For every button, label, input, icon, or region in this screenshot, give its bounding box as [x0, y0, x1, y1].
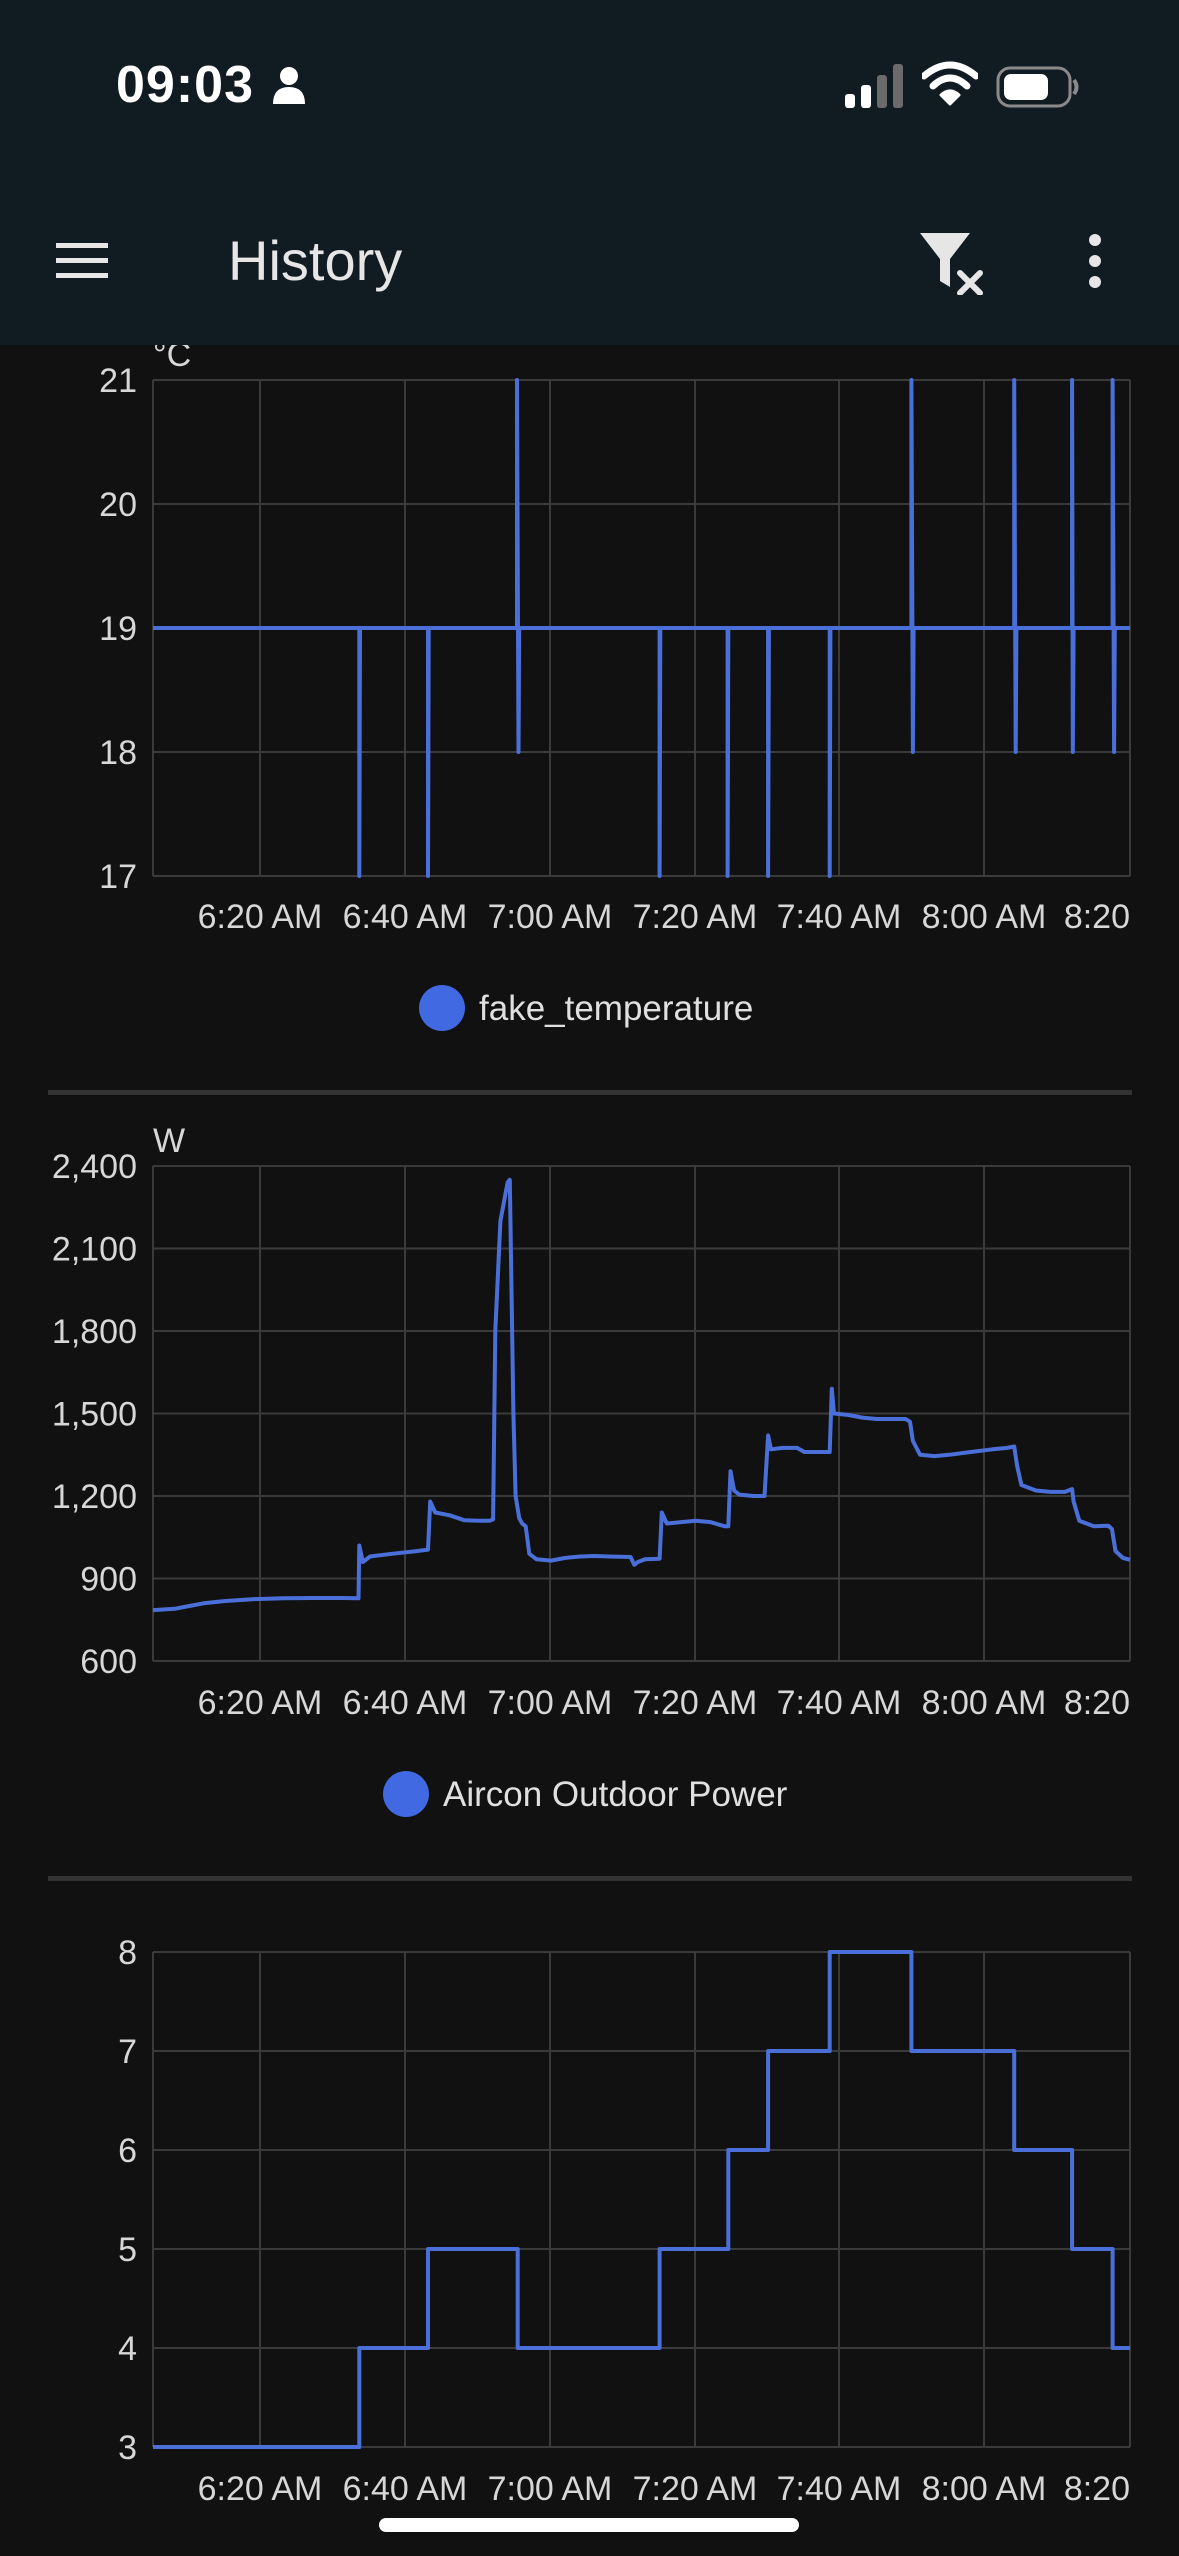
- series-line: [153, 378, 1130, 878]
- series-line: [153, 1950, 1130, 2449]
- x-tick-label: 6:20 AM: [198, 1684, 323, 1722]
- x-tick-label: 6:20 AM: [198, 2470, 323, 2508]
- y-tick-label: 5: [118, 2231, 137, 2269]
- app-header: 09:03 History: [0, 0, 1179, 345]
- more-vert-icon[interactable]: [1083, 233, 1107, 289]
- x-tick-label: 8:00 AM: [922, 1684, 1047, 1722]
- x-tick-label: 7:00 AM: [488, 1684, 613, 1722]
- hamburger-menu-icon[interactable]: [52, 240, 112, 282]
- status-time: 09:03: [116, 56, 254, 114]
- legend-dot: [383, 1771, 429, 1817]
- y-tick-label: 19: [99, 610, 137, 648]
- x-tick-label: 7:40 AM: [777, 2470, 902, 2508]
- x-tick-label: 8:20: [1064, 1684, 1130, 1722]
- x-tick-label: 6:20 AM: [198, 898, 323, 936]
- clear-filter-icon[interactable]: [918, 231, 988, 295]
- y-tick-label: 6: [118, 2132, 137, 2170]
- x-tick-label: 8:00 AM: [922, 898, 1047, 936]
- y-tick-label: 600: [80, 1643, 137, 1681]
- x-tick-label: 7:40 AM: [777, 898, 902, 936]
- battery-icon: [996, 66, 1079, 108]
- x-tick-label: 6:40 AM: [343, 1684, 468, 1722]
- x-tick-label: 7:00 AM: [488, 2470, 613, 2508]
- cellular-signal-icon: [845, 64, 903, 108]
- y-tick-label: 4: [118, 2330, 137, 2368]
- y-tick-label: 17: [99, 858, 137, 896]
- person-icon: [273, 67, 305, 104]
- chart-divider: [48, 1090, 1132, 1095]
- x-tick-label: 7:20 AM: [633, 2470, 758, 2508]
- temperature-chart: 17 18 19 20 21 6:20 AM 6:40 AM 7:00 AM 7:20 AM 7:…: [99, 345, 1131, 1031]
- y-tick-label: 7: [118, 2033, 137, 2071]
- y-unit-label: °C: [153, 345, 191, 374]
- y-tick-label: 900: [80, 1561, 137, 1599]
- x-tick-label: 7:00 AM: [488, 898, 613, 936]
- y-tick-label: 8: [118, 1934, 137, 1972]
- x-tick-label: 8:20: [1064, 898, 1130, 936]
- chart-divider: [48, 1876, 1132, 1881]
- y-tick-label: 1,200: [52, 1478, 137, 1516]
- wifi-icon: [922, 61, 978, 106]
- legend-label: Aircon Outdoor Power: [443, 1775, 788, 1814]
- page-title: History: [228, 229, 403, 292]
- y-tick-label: 21: [99, 362, 137, 400]
- x-tick-label: 7:40 AM: [777, 1684, 902, 1722]
- x-tick-label: 7:20 AM: [633, 1684, 758, 1722]
- legend-dot: [419, 985, 465, 1031]
- x-tick-label: 7:20 AM: [633, 898, 758, 936]
- home-indicator: [379, 2518, 799, 2532]
- x-tick-label: 6:40 AM: [343, 898, 468, 936]
- legend-label: fake_temperature: [479, 989, 753, 1028]
- x-tick-label: 8:20: [1064, 2470, 1130, 2508]
- x-tick-label: 6:40 AM: [343, 2470, 468, 2508]
- y-tick-label: 18: [99, 734, 137, 772]
- y-tick-label: 20: [99, 486, 137, 524]
- y-tick-label: 3: [118, 2429, 137, 2467]
- x-tick-label: 8:00 AM: [922, 2470, 1047, 2508]
